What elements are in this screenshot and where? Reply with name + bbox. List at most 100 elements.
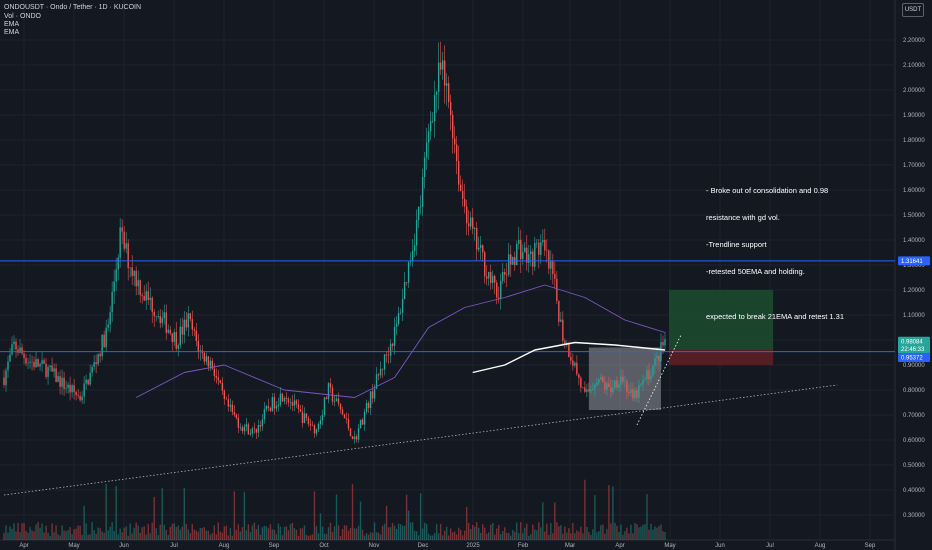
candle-body [582, 387, 584, 388]
volume-bar [197, 531, 199, 540]
volume-bar [227, 535, 230, 540]
volume-bar [105, 484, 107, 540]
ema-indicator-label-1[interactable]: EMA [4, 21, 20, 28]
volume-bar [522, 533, 524, 540]
time-tick-label: Feb [518, 543, 529, 549]
volume-bar [319, 513, 322, 540]
price-axis[interactable]: 2.20000 2.10000 2.00000 1.90000 1.80000 1.700… [898, 38, 930, 519]
volume-bar [590, 534, 592, 540]
analysis-note: - Broke out of consolidation and 0.98 re… [706, 168, 844, 330]
candle-body [383, 354, 386, 370]
currency-badge[interactable]: USDT [902, 3, 924, 17]
volume-bar [103, 532, 105, 540]
candle-body [321, 415, 324, 421]
volume-bar [321, 526, 324, 540]
volume-bar [273, 529, 276, 540]
volume-indicator-label[interactable]: Vol · ONDO [4, 13, 41, 20]
candle-body [449, 102, 452, 116]
candle-body [375, 374, 378, 389]
volume-bar [303, 525, 306, 540]
volume-bar [195, 530, 197, 540]
price-tick-label: 0.80000 [903, 388, 925, 394]
candle-body [494, 276, 496, 283]
volume-bar [25, 530, 27, 540]
candle-body [415, 219, 418, 246]
candle-body [664, 339, 666, 346]
candle-body [580, 377, 582, 388]
candle-body [399, 312, 402, 314]
ema-indicator-label-2[interactable]: EMA [4, 29, 20, 36]
volume-bar [213, 525, 216, 540]
volume-bar [245, 530, 248, 540]
candle-body [455, 144, 458, 162]
volume-bar [81, 534, 83, 540]
volume-bar [29, 527, 31, 540]
candle-body [23, 353, 25, 358]
candle-body [305, 413, 308, 419]
candle-body [195, 330, 197, 341]
candle-body [71, 385, 73, 393]
candle-body [570, 357, 572, 361]
volume-bar [283, 526, 286, 540]
candle-body [349, 428, 352, 437]
target-zone [668, 290, 774, 350]
candle-body [417, 206, 420, 220]
candle-body [387, 355, 390, 357]
candle-body [187, 313, 189, 328]
price-tag-label: 1.31641 [901, 259, 923, 265]
volume-bar [17, 522, 19, 540]
volume-bar [333, 526, 336, 540]
candle-body [257, 425, 260, 433]
candle-body [21, 347, 23, 354]
candle-body [638, 385, 640, 398]
volume-bar [145, 534, 147, 540]
volume-bar [279, 526, 282, 540]
volume-bar [27, 532, 29, 540]
volume-bar [3, 533, 5, 540]
candle-body [263, 409, 266, 420]
volume-bar [622, 534, 624, 540]
volume-bar [586, 527, 588, 540]
candle-body [215, 375, 218, 378]
time-tick-label: Sep [865, 543, 876, 549]
candle-body [41, 360, 43, 364]
candle-body [271, 397, 274, 411]
volume-bar [155, 528, 157, 540]
candle-body [253, 428, 256, 430]
price-tick-label: 2.20000 [903, 38, 925, 44]
candle-body [123, 231, 125, 249]
volume-bar [399, 524, 402, 540]
volume-bar [161, 488, 163, 540]
candle-body [662, 342, 664, 346]
support-trendline [3, 384, 838, 496]
price-tag [898, 344, 930, 354]
volume-bar [237, 524, 240, 540]
volume-bar [614, 522, 616, 540]
candle-body [421, 177, 424, 207]
volume-bar [301, 528, 304, 540]
candle-body [574, 362, 576, 366]
candle-body [323, 397, 326, 416]
volume-bar [57, 534, 59, 540]
candle-body [327, 383, 330, 400]
candle-body [620, 376, 622, 385]
volume-bar [119, 528, 121, 540]
time-axis[interactable]: Apr May Jun Jul Aug Sep Oct Nov Dec 2025 Feb Mar Apr… [19, 543, 876, 549]
candle-body [193, 329, 195, 331]
candle-body [311, 425, 314, 426]
candle-body [197, 340, 199, 352]
candle-body [75, 391, 77, 396]
volume-bar [137, 525, 139, 540]
volume-bar [658, 526, 660, 540]
price-tick-label: 0.30000 [903, 513, 925, 519]
volume-bar [401, 525, 404, 540]
candle-body [596, 382, 598, 386]
volume-bar [556, 522, 558, 540]
volume-bar [461, 535, 464, 540]
time-tick-label: Apr [615, 543, 624, 549]
candle-body [361, 419, 364, 425]
volume-bar [339, 535, 342, 540]
candle-body [157, 316, 159, 317]
candle-body [225, 398, 228, 400]
